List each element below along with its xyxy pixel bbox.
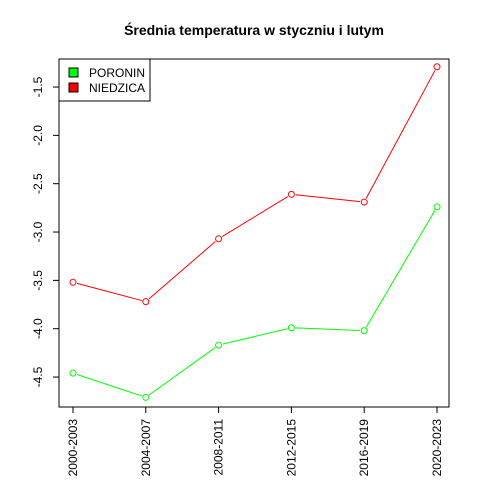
x-tick-label: 2004-2007 (139, 419, 153, 477)
x-tick-label: 2012-2015 (284, 419, 298, 477)
x-tick-label: 2016-2019 (357, 419, 371, 477)
legend-label-niedzica: NIEDZICA (89, 81, 145, 95)
y-tick-label: -2.0 (31, 125, 45, 146)
x-tick-label: 2008-2011 (212, 419, 226, 476)
legend-swatch-poronin (69, 68, 78, 77)
y-tick-label: -4.5 (31, 366, 45, 387)
legend: PORONIN NIEDZICA (59, 59, 150, 101)
y-tick-label: -1.5 (31, 76, 45, 97)
legend-swatch-niedzica (69, 83, 78, 92)
y-tick-label: -4.0 (31, 318, 45, 339)
y-tick-label: -3.5 (31, 270, 45, 291)
x-tick-label: 2000-2003 (66, 419, 80, 477)
legend-label-poronin: PORONIN (89, 66, 145, 80)
chart-title: Średnia temperatura w styczniu i lutym (124, 21, 384, 38)
y-tick-label: -2.5 (31, 173, 45, 194)
y-tick-label: -3.0 (31, 221, 45, 242)
x-tick-label: 2020-2023 (430, 419, 444, 477)
